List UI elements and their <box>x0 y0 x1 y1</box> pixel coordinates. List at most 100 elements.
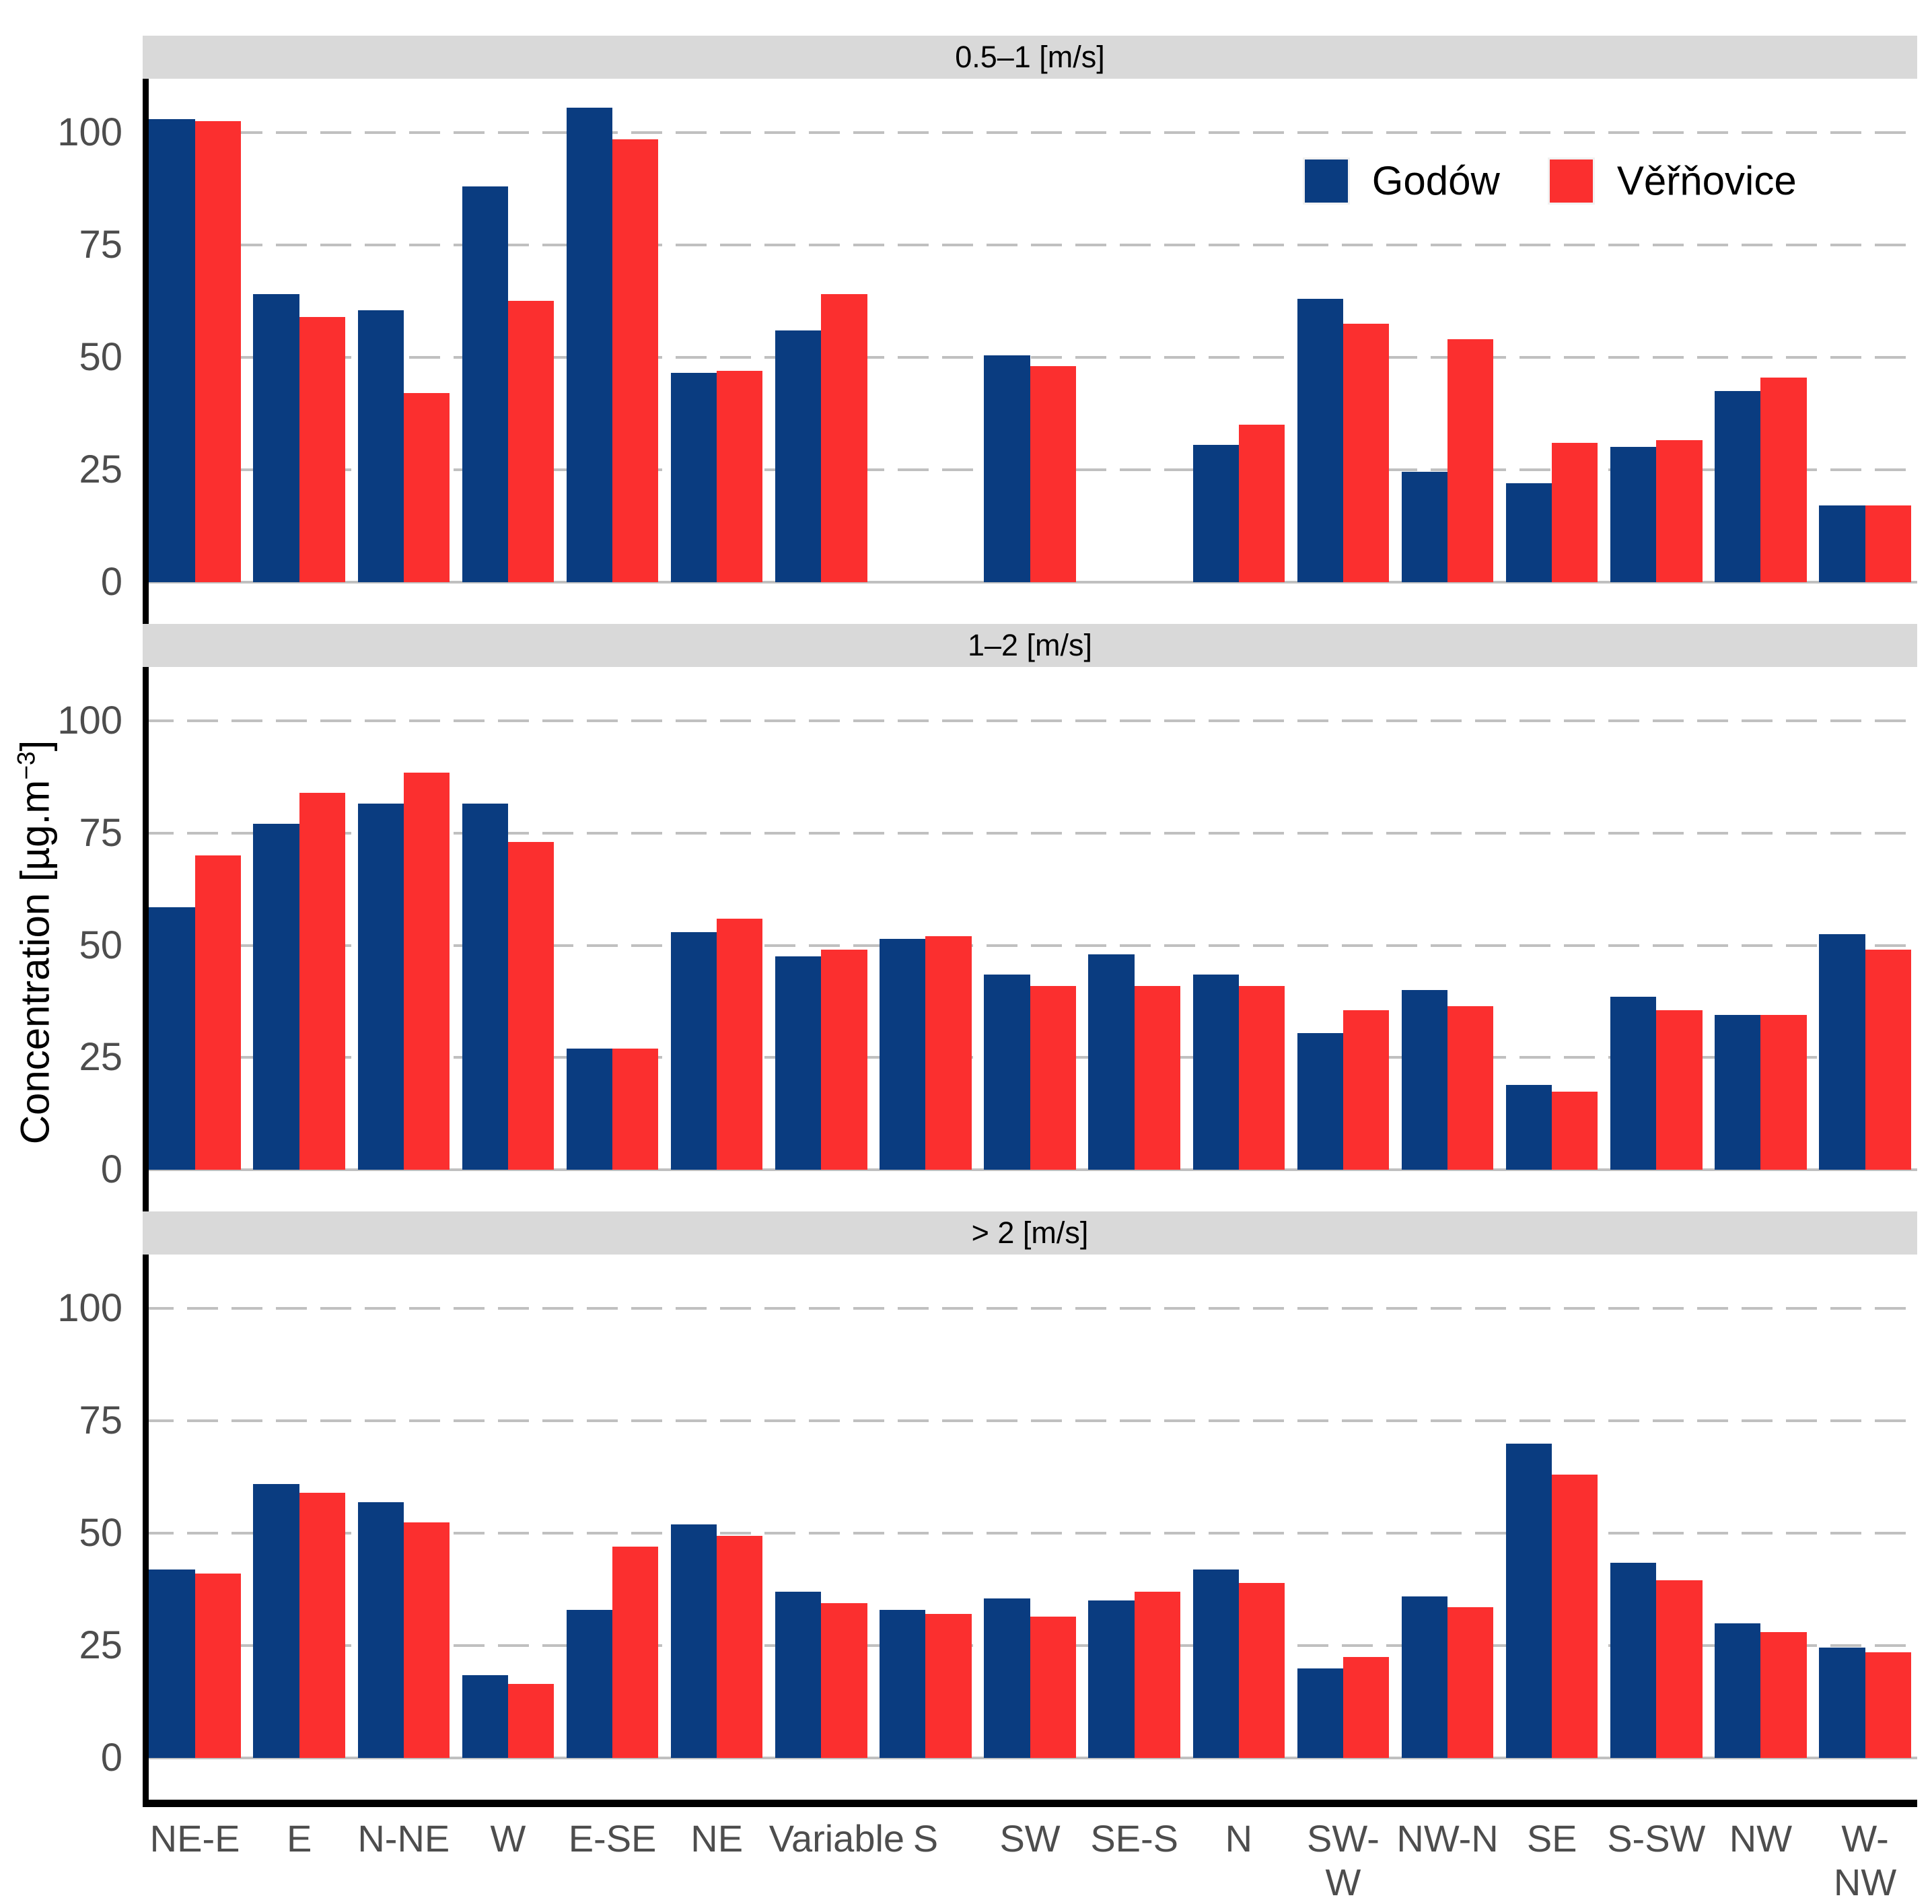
bar-godo-w-e-se <box>566 108 613 582</box>
bar-pair-e-se <box>566 79 659 582</box>
bar-ve-r-n-ovice-nw <box>1760 1015 1807 1170</box>
bar-godo-w-nw <box>1715 1015 1761 1170</box>
category-slot-ne <box>665 79 769 582</box>
category-slot-se <box>1500 667 1604 1170</box>
bar-ve-r-n-ovice-n <box>1238 985 1285 1170</box>
y-tick-label: 25 <box>79 1623 122 1668</box>
x-tick-label-ne-e: NE-E <box>149 1817 240 1860</box>
category-slot-w-nw <box>1813 667 1917 1170</box>
bar-godo-w-s-sw <box>1610 447 1657 582</box>
bar-pair-nw-n <box>1401 667 1494 1170</box>
bar-godo-w-nw <box>1715 390 1761 582</box>
y-tick-label: 50 <box>79 334 122 379</box>
y-tick-label: 25 <box>79 1035 122 1080</box>
bar-ve-r-n-ovice-se <box>1552 1475 1598 1759</box>
bar-godo-w-w-nw <box>1819 505 1865 582</box>
category-slot-ne-e <box>143 79 247 582</box>
bar-godo-w-se-s <box>1088 954 1135 1170</box>
category-slot-sw <box>978 667 1082 1170</box>
bar-pair-e <box>253 667 345 1170</box>
bar-pair-ne-e <box>149 1255 241 1759</box>
bar-pair-nw <box>1715 1255 1807 1759</box>
bar-pair-n <box>1192 667 1285 1170</box>
bars-layer <box>143 1255 1917 1759</box>
bar-pair-sw <box>984 79 1076 582</box>
bar-pair-se-s <box>1088 79 1180 582</box>
bar-ve-r-n-ovice-se-s <box>1134 985 1180 1170</box>
bar-ve-r-n-ovice-s-sw <box>1656 1580 1703 1759</box>
panel-2: 1–2 [m/s] 100 75 50 25 0 <box>57 623 1917 1212</box>
bar-godo-w-variable <box>775 1592 822 1759</box>
gridline-100 <box>143 719 1917 722</box>
category-slot-sw-w <box>1291 1255 1395 1759</box>
bar-pair-variable <box>775 667 867 1170</box>
category-slot-n <box>1186 667 1291 1170</box>
bar-ve-r-n-ovice-n <box>1238 1582 1285 1759</box>
bar-godo-w-s-sw <box>1610 997 1657 1170</box>
y-tick-label: 100 <box>57 110 122 155</box>
category-slot-s <box>873 79 978 582</box>
bar-pair-s-sw <box>1610 1255 1703 1759</box>
bar-godo-w-e <box>253 294 299 582</box>
category-slot-sw <box>978 79 1082 582</box>
y-tick-label: 0 <box>100 559 122 604</box>
category-slot-w <box>456 1255 560 1759</box>
panel-title-strip: 0.5–1 [m/s] <box>143 36 1917 79</box>
bar-pair-sw <box>984 1255 1076 1759</box>
bar-ve-r-n-ovice-nw-n <box>1447 339 1494 582</box>
bar-godo-w-ne-e <box>149 907 195 1170</box>
bar-pair-w-nw <box>1819 1255 1911 1759</box>
y-axis-title-superscript: −3 <box>11 750 40 780</box>
panel-1: 0.5–1 [m/s] 100 75 50 25 0 Godów Věřňovice <box>57 36 1917 624</box>
bar-ve-r-n-ovice-n <box>1238 425 1285 582</box>
category-slot-e <box>247 79 351 582</box>
bar-godo-w-nw <box>1715 1623 1761 1759</box>
y-tick-label: 100 <box>57 1286 122 1331</box>
category-slot-e <box>247 1255 351 1759</box>
bar-pair-se <box>1505 1255 1598 1759</box>
x-tick-label-ne: NE <box>690 1817 744 1860</box>
category-slot-se-s <box>1082 667 1186 1170</box>
y-tick-label: 0 <box>100 1148 122 1192</box>
bar-ve-r-n-ovice-ne <box>717 370 763 582</box>
bar-pair-n <box>1192 1255 1285 1759</box>
bar-ve-r-n-ovice-w <box>507 842 554 1170</box>
bar-ve-r-n-ovice-nw-n <box>1447 1607 1494 1759</box>
x-tick-label-se-s: SE-S <box>1090 1817 1179 1860</box>
bar-ve-r-n-ovice-variable <box>821 294 867 582</box>
category-slot-nw-n <box>1396 1255 1500 1759</box>
legend-label-godo-w: Godów <box>1371 158 1500 204</box>
bar-godo-w-ne-e <box>149 1569 195 1759</box>
category-slot-ne-e <box>143 1255 247 1759</box>
bar-pair-w <box>462 667 554 1170</box>
x-tick-label-e-se: E-SE <box>568 1817 657 1860</box>
y-tick-label: 50 <box>79 923 122 967</box>
bar-pair-sw <box>984 667 1076 1170</box>
bar-ve-r-n-ovice-n-ne <box>403 1522 450 1759</box>
panel-title-strip: > 2 [m/s] <box>143 1211 1917 1255</box>
category-slot-nw <box>1709 79 1813 582</box>
y-tick-label: 0 <box>100 1736 122 1780</box>
y-axis-line <box>143 666 149 1212</box>
bar-pair-variable <box>775 1255 867 1759</box>
bar-godo-w-nw-n <box>1401 990 1448 1170</box>
bar-ve-r-n-ovice-ne <box>717 1535 763 1759</box>
category-slot-w <box>456 667 560 1170</box>
bar-ve-r-n-ovice-s-sw <box>1656 440 1703 582</box>
category-slot-variable <box>769 667 873 1170</box>
bar-godo-w-variable <box>775 330 822 582</box>
y-tick-label: 75 <box>79 810 122 855</box>
bar-godo-w-n <box>1192 445 1239 582</box>
y-tick-label: 100 <box>57 698 122 742</box>
x-tick-label-nw-n: NW-N <box>1396 1817 1499 1860</box>
bar-pair-s-sw <box>1610 79 1703 582</box>
bar-ve-r-n-ovice-se <box>1552 442 1598 582</box>
category-slot-nw <box>1709 1255 1813 1759</box>
bar-godo-w-sw-w <box>1297 1668 1343 1759</box>
bar-godo-w-variable <box>775 956 822 1170</box>
bar-godo-w-e-se <box>566 1049 613 1170</box>
category-slot-ne <box>665 667 769 1170</box>
category-slot-w <box>456 79 560 582</box>
y-axis-line <box>143 1255 149 1800</box>
bar-pair-n-ne <box>357 79 450 582</box>
